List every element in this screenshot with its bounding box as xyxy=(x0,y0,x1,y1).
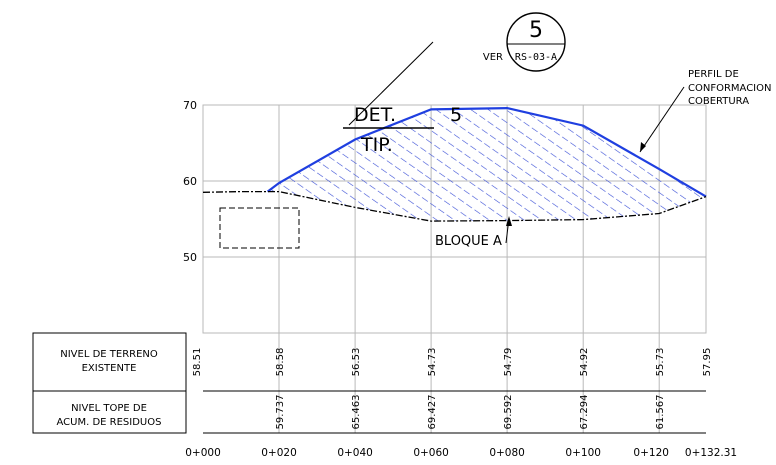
residue-top-value: 65.463 xyxy=(351,395,362,430)
annotation-line1: PERFIL DE xyxy=(688,69,739,80)
station-label: 0+060 xyxy=(413,447,449,459)
existing-ground-value: 54.73 xyxy=(427,348,438,377)
station-label: 0+080 xyxy=(489,447,525,459)
sheet-reference: RS-03-A xyxy=(515,52,557,63)
tip-label: TIP. xyxy=(360,134,393,156)
det-callout: DET. 5 TIP. xyxy=(343,104,462,156)
table-label-frame xyxy=(32,332,187,434)
existing-ground-line xyxy=(202,190,707,222)
profile-annotation: PERFIL DE CONFORMACION COBERTURA xyxy=(639,69,771,153)
station-label: 0+000 xyxy=(185,447,221,459)
elevation-table: NIVEL DE TERRENO EXISTENTE NIVEL TOPE DE… xyxy=(32,332,737,459)
row2-label-line2: ACUM. DE RESIDUOS xyxy=(57,417,162,428)
table-values: 58.51 58.58 56.53 54.73 54.79 54.92 55.73 57.95… xyxy=(192,348,713,430)
existing-ground-value: 54.92 xyxy=(579,348,590,377)
dashed-box xyxy=(219,207,300,249)
station-label: 0+132.31 xyxy=(685,447,737,459)
block-label: BLOQUE A xyxy=(435,234,502,249)
ver-label: VER xyxy=(483,52,503,63)
block-arrowhead xyxy=(506,216,512,226)
existing-ground-value: 58.58 xyxy=(275,348,286,377)
det-label: DET. xyxy=(354,104,396,126)
leader-line-top xyxy=(348,41,434,126)
station-label: 0+040 xyxy=(337,447,373,459)
residue-top-profile-line xyxy=(266,106,707,198)
station-labels: 0+000 0+020 0+040 0+060 0+080 0+100 0+120 0+132… xyxy=(185,447,737,459)
annotation-line3: COBERTURA xyxy=(688,96,749,107)
station-label: 0+100 xyxy=(565,447,601,459)
y-tick-60: 60 xyxy=(183,175,197,188)
annotation-leader xyxy=(639,86,685,153)
residue-top-value: 61.567 xyxy=(655,395,666,430)
existing-ground-value: 57.95 xyxy=(702,348,713,377)
residue-top-value: 69.592 xyxy=(503,395,514,430)
row1-label-line2: EXISTENTE xyxy=(82,363,137,374)
existing-ground-value: 56.53 xyxy=(351,348,362,377)
detail-reference-bubble: 5 VER RS-03-A xyxy=(348,12,566,126)
y-tick-70: 70 xyxy=(183,99,197,112)
annotation-arrowhead xyxy=(640,142,646,152)
annotation-line2: CONFORMACION xyxy=(688,83,771,94)
existing-ground-value: 55.73 xyxy=(655,348,666,377)
row2-label-line1: NIVEL TOPE DE xyxy=(71,403,147,414)
existing-ground-value: 54.79 xyxy=(503,348,514,377)
y-tick-50: 50 xyxy=(183,251,197,264)
detail-circle xyxy=(506,12,566,72)
residue-top-value: 59.737 xyxy=(275,395,286,430)
residue-top-value: 69.427 xyxy=(427,395,438,430)
station-label: 0+120 xyxy=(633,447,669,459)
detail-number: 5 xyxy=(529,18,543,43)
station-label: 0+020 xyxy=(261,447,297,459)
existing-ground-value: 58.51 xyxy=(192,348,203,377)
residue-accumulation-area xyxy=(267,108,706,222)
det-number: 5 xyxy=(450,104,462,126)
y-axis-labels: 70 60 50 xyxy=(183,99,197,264)
residue-top-value: 67.294 xyxy=(579,395,590,430)
row1-label-line1: NIVEL DE TERRENO xyxy=(60,349,158,360)
